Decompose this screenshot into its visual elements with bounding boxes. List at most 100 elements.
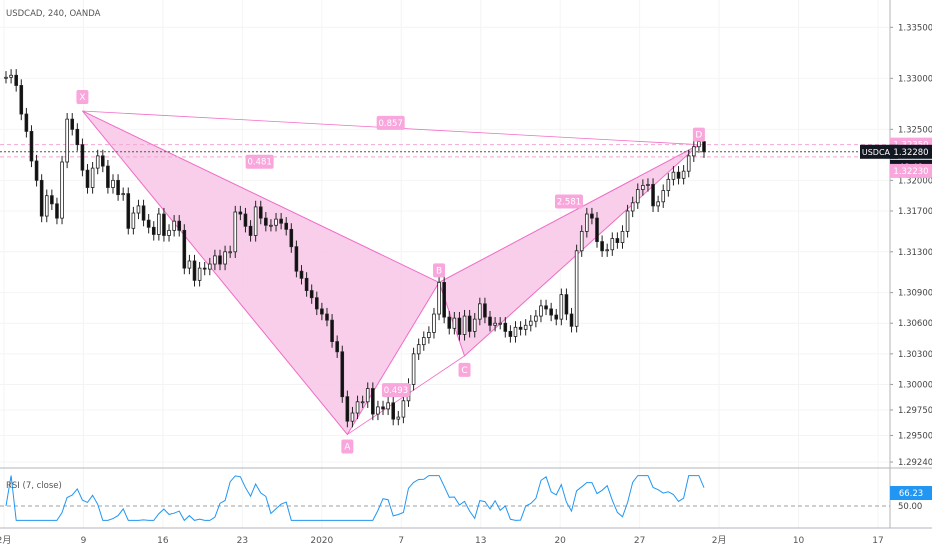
pattern-point-label: D <box>695 131 702 141</box>
pattern-ratio-box <box>245 154 274 169</box>
y-tick-label: 1.29750 <box>898 406 932 416</box>
candle <box>60 161 64 219</box>
candle <box>269 224 273 227</box>
candle <box>360 401 365 404</box>
candle <box>19 85 24 115</box>
pattern-ratio-box <box>554 194 583 209</box>
candle <box>202 267 207 270</box>
candle <box>432 313 436 333</box>
candle <box>213 255 217 265</box>
candle <box>151 226 156 235</box>
candle <box>447 316 452 329</box>
y-tick-label: 1.29500 <box>898 431 932 441</box>
pattern-triangle-xab <box>82 110 440 436</box>
candle <box>248 225 253 236</box>
candle <box>157 213 161 235</box>
pattern-ratio-box <box>376 115 405 130</box>
candle <box>172 220 176 231</box>
pattern-ratio-label: 0.481 <box>247 158 271 168</box>
candle <box>187 260 192 269</box>
candle <box>167 229 171 236</box>
candle <box>355 401 360 414</box>
y-tick-label: 1.31700 <box>898 207 932 217</box>
candle <box>314 297 319 310</box>
pattern-ratio: 0.493 <box>381 383 410 398</box>
rsi-value-box <box>890 486 932 501</box>
candle <box>111 179 115 188</box>
lower-dashed-level-label: 1.32230 <box>893 167 928 177</box>
y-tick-label: 1.33000 <box>898 74 932 84</box>
candle <box>503 322 508 332</box>
pattern-ratio-label: 0.857 <box>378 119 402 129</box>
pattern-point-box <box>433 263 446 278</box>
y-tick-label: 1.31300 <box>898 248 932 258</box>
candle <box>702 141 706 153</box>
candle <box>289 228 294 248</box>
candle <box>635 189 640 204</box>
pattern-point-c: C <box>458 362 471 377</box>
candle <box>625 210 630 232</box>
candle <box>651 184 655 207</box>
last-price-box <box>890 144 932 159</box>
candle <box>95 155 100 169</box>
candle <box>620 230 625 244</box>
candle <box>258 206 263 219</box>
candle <box>381 406 385 410</box>
candle <box>442 282 446 318</box>
candle <box>350 412 355 422</box>
candle <box>615 238 620 244</box>
pattern-point-label: C <box>461 366 467 376</box>
pattern-point-b: B <box>433 263 446 278</box>
candle <box>681 170 686 179</box>
pattern-point-box <box>458 362 471 377</box>
x-tick-label: 27 <box>634 536 645 546</box>
candle <box>197 267 202 281</box>
candle <box>228 251 232 254</box>
candle <box>65 118 69 163</box>
rsi-value-tag: 66.23 <box>890 486 932 501</box>
candle <box>671 171 676 180</box>
candle <box>50 195 54 205</box>
candle <box>528 320 533 326</box>
pattern-point-label: B <box>436 266 442 276</box>
pattern-point-d: D <box>692 127 705 142</box>
candle <box>44 195 49 217</box>
candle <box>192 260 197 281</box>
y-tick-label: 1.33500 <box>898 23 932 33</box>
candle <box>136 205 141 214</box>
candle <box>238 211 243 215</box>
candle <box>279 218 283 224</box>
candle <box>126 193 131 229</box>
x-tick-label: 13 <box>475 536 486 546</box>
candle <box>182 229 187 269</box>
rsi-tick-label: 50.00 <box>898 502 922 512</box>
candle <box>585 213 589 232</box>
x-tick-label: 2020 <box>310 536 333 546</box>
candle <box>365 388 370 403</box>
x-tick-label: 2月 <box>0 535 11 546</box>
candle <box>376 406 380 415</box>
pattern-point-a: A <box>341 439 354 454</box>
y-tick-label: 1.30000 <box>898 380 932 390</box>
candle <box>335 341 339 353</box>
candle <box>488 316 492 326</box>
symbol-tag-label: USDCAD <box>862 148 896 157</box>
y-tick-label: 1.30900 <box>898 289 932 299</box>
rsi-title: RSI (7, close) <box>6 481 62 491</box>
x-tick-label: 16 <box>157 536 169 546</box>
candle <box>24 113 29 132</box>
candle <box>421 337 426 346</box>
candle <box>590 213 594 219</box>
last-price-label: 1.32280 <box>893 148 928 158</box>
x-tick-label: 17 <box>872 536 883 546</box>
candle <box>386 402 390 410</box>
candle <box>320 308 324 315</box>
candle <box>610 238 615 251</box>
candle <box>70 118 75 130</box>
candle <box>411 353 416 385</box>
y-tick-label: 1.30600 <box>898 319 932 329</box>
candle <box>309 290 314 299</box>
candle <box>467 315 472 332</box>
